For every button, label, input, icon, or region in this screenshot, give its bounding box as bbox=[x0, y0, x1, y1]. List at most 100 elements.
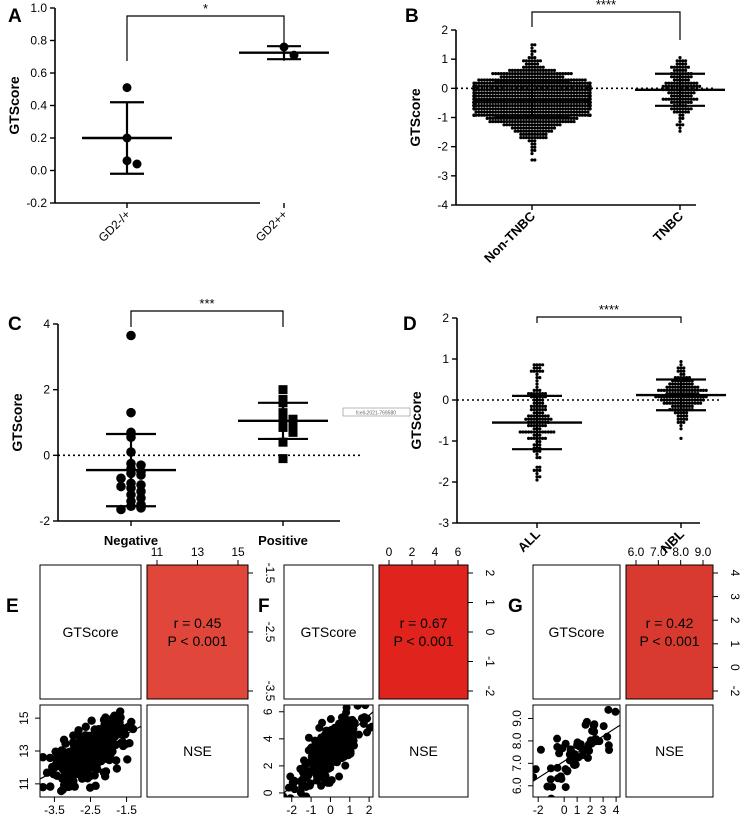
data-point bbox=[569, 78, 573, 82]
data-point bbox=[564, 113, 568, 117]
data-point bbox=[508, 75, 512, 79]
data-point bbox=[510, 123, 514, 127]
data-point bbox=[304, 733, 313, 742]
fit-line bbox=[284, 711, 373, 794]
data-point bbox=[686, 110, 691, 114]
data-point bbox=[555, 104, 559, 108]
data-point bbox=[701, 398, 706, 402]
data-point bbox=[547, 129, 551, 133]
data-point bbox=[588, 94, 592, 98]
data-point bbox=[527, 104, 531, 108]
data-point bbox=[541, 411, 545, 415]
data-point bbox=[547, 126, 551, 130]
data-point bbox=[519, 84, 523, 88]
data-point bbox=[544, 68, 548, 72]
data-point bbox=[488, 116, 492, 120]
scatter-points bbox=[284, 705, 373, 797]
data-point bbox=[685, 417, 689, 421]
annotation-text: fcell-2021-769580 bbox=[356, 411, 396, 417]
data-point bbox=[672, 78, 677, 82]
data-point bbox=[547, 794, 555, 797]
y-tick-label: 1.0 bbox=[30, 1, 47, 15]
data-point bbox=[541, 88, 545, 92]
x-tick-label: 1 bbox=[574, 803, 581, 817]
data-point bbox=[561, 91, 565, 95]
data-point bbox=[535, 379, 539, 383]
data-point bbox=[513, 113, 517, 117]
y-tick-label: 7.0 bbox=[510, 755, 524, 772]
data-point bbox=[538, 433, 542, 437]
data-point bbox=[532, 436, 536, 440]
data-point bbox=[532, 363, 536, 367]
data-point bbox=[538, 136, 543, 140]
data-point bbox=[510, 110, 514, 114]
data-point bbox=[552, 68, 557, 72]
data-point bbox=[536, 72, 540, 76]
x-tick-label: TNBC bbox=[650, 208, 687, 245]
data-point bbox=[546, 775, 555, 784]
panel-label-b: B bbox=[405, 6, 419, 27]
data-point bbox=[558, 88, 562, 92]
data-point bbox=[538, 414, 542, 418]
data-point bbox=[519, 123, 523, 127]
data-point bbox=[543, 417, 548, 421]
data-point bbox=[472, 84, 476, 88]
data-point bbox=[572, 100, 576, 104]
data-point bbox=[675, 84, 679, 88]
data-point bbox=[662, 388, 666, 392]
data-point bbox=[278, 454, 288, 464]
data-point bbox=[529, 404, 534, 408]
data-point bbox=[136, 460, 146, 470]
data-point bbox=[505, 100, 509, 104]
data-point bbox=[681, 78, 685, 82]
data-point bbox=[530, 56, 534, 60]
data-point bbox=[494, 91, 498, 95]
data-point bbox=[569, 94, 573, 98]
data-point bbox=[673, 411, 678, 415]
data-point bbox=[535, 388, 539, 392]
data-point bbox=[480, 84, 484, 88]
data-point bbox=[524, 110, 529, 114]
data-point bbox=[527, 88, 531, 92]
data-point bbox=[482, 88, 486, 92]
data-point bbox=[672, 110, 677, 114]
data-point bbox=[513, 84, 517, 88]
data-point bbox=[541, 100, 545, 104]
data-point bbox=[552, 120, 557, 124]
data-point bbox=[513, 72, 517, 76]
data-point bbox=[536, 94, 540, 98]
data-point bbox=[583, 107, 587, 111]
data-point bbox=[524, 129, 529, 133]
data-point bbox=[516, 75, 520, 79]
data-point bbox=[522, 78, 526, 82]
data-point bbox=[533, 113, 537, 117]
data-point bbox=[538, 436, 542, 440]
data-point bbox=[477, 91, 481, 95]
scatter-points bbox=[533, 705, 620, 797]
x-tick-label: 1 bbox=[346, 803, 353, 817]
data-point bbox=[533, 56, 537, 60]
data-point bbox=[538, 78, 543, 82]
data-point bbox=[586, 110, 590, 114]
data-point bbox=[575, 113, 579, 117]
data-point bbox=[519, 94, 523, 98]
data-point bbox=[550, 88, 554, 92]
data-point bbox=[675, 81, 679, 85]
y-tick-label: 9.0 bbox=[510, 710, 524, 727]
data-point bbox=[552, 94, 557, 98]
data-point bbox=[505, 88, 509, 92]
data-point bbox=[588, 104, 592, 108]
data-point bbox=[538, 408, 542, 412]
data-point bbox=[670, 97, 674, 101]
data-point bbox=[699, 398, 703, 402]
data-point bbox=[494, 88, 498, 92]
data-point bbox=[671, 398, 675, 402]
data-point bbox=[533, 68, 537, 72]
data-point bbox=[477, 94, 481, 98]
data-point bbox=[578, 110, 582, 114]
data-point bbox=[665, 398, 669, 402]
data-point bbox=[491, 110, 495, 114]
correlation-box bbox=[378, 564, 469, 700]
data-point bbox=[583, 753, 592, 762]
data-point bbox=[696, 401, 700, 405]
